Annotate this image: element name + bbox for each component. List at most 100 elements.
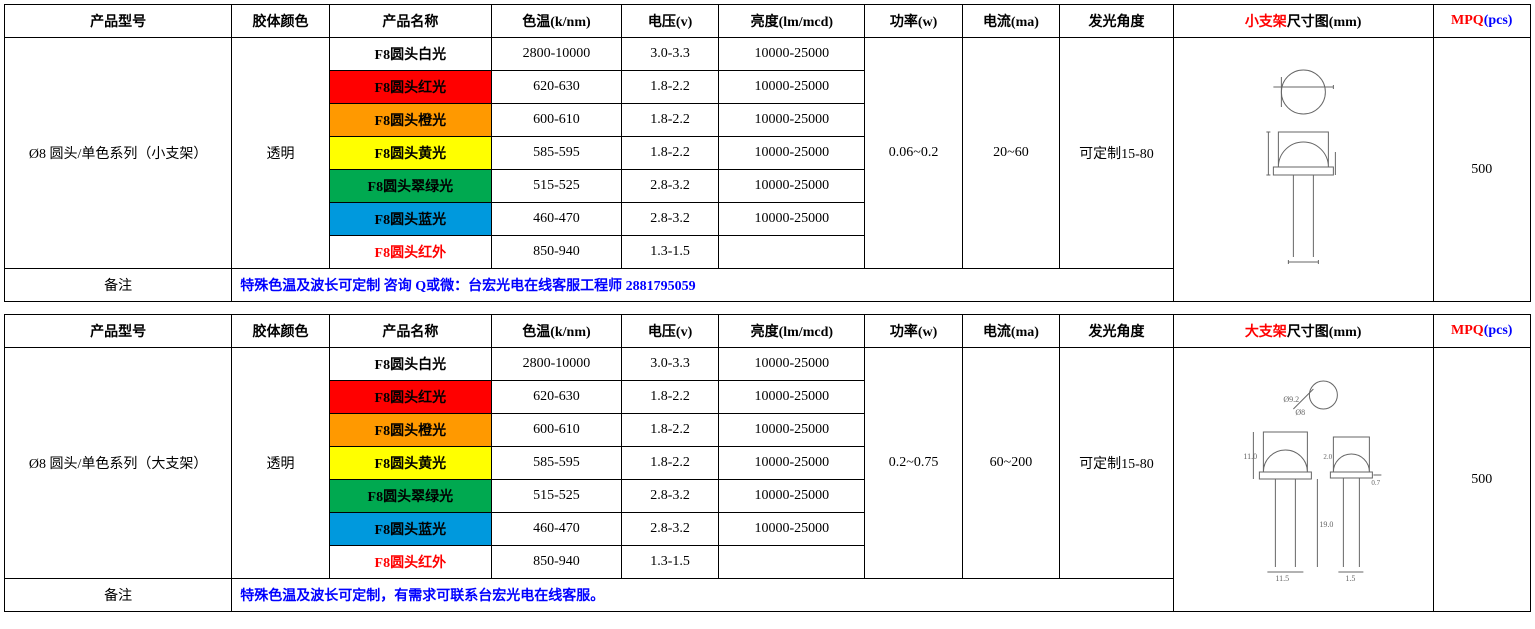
cell-name: F8圆头红光 (329, 381, 491, 414)
cell-name: F8圆头橙光 (329, 414, 491, 447)
h-gel: 胶体颜色 (232, 5, 329, 38)
cell-diagram: Ø9.2 Ø8 11.0 19.0 0.7 2.0 11.5 1.5 (1173, 348, 1433, 612)
cell-v: 1.8-2.2 (621, 381, 718, 414)
h-angle: 发光角度 (1060, 5, 1174, 38)
cell-diagram (1173, 38, 1433, 302)
cell-angle: 可定制15-80 (1060, 38, 1174, 269)
cell-v: 3.0-3.3 (621, 348, 718, 381)
cell-model: Ø8 圆头/单色系列（大支架） (5, 348, 232, 579)
cell-ct: 620-630 (492, 381, 622, 414)
cell-current: 60~200 (962, 348, 1059, 579)
cell-lm: 10000-25000 (719, 447, 865, 480)
svg-text:2.0: 2.0 (1323, 453, 1332, 461)
header-row: 产品型号胶体颜色产品名称色温(k/nm)电压(v)亮度(lm/mcd)功率(w)… (5, 315, 1531, 348)
note-text: 特殊色温及波长可定制，有需求可联系台宏光电在线客服。 (232, 579, 1174, 612)
cell-lm (719, 546, 865, 579)
cell-v: 1.8-2.2 (621, 447, 718, 480)
cell-name: F8圆头红光 (329, 71, 491, 104)
cell-name: F8圆头蓝光 (329, 513, 491, 546)
led-diagram-large: Ø9.2 Ø8 11.0 19.0 0.7 2.0 11.5 1.5 (1176, 367, 1431, 587)
cell-lm: 10000-25000 (719, 137, 865, 170)
cell-angle: 可定制15-80 (1060, 348, 1174, 579)
cell-lm: 10000-25000 (719, 38, 865, 71)
cell-v: 1.8-2.2 (621, 137, 718, 170)
cell-ct: 585-595 (492, 447, 622, 480)
h-ct: 色温(k/nm) (492, 5, 622, 38)
cell-name: F8圆头红外 (329, 546, 491, 579)
h-angle: 发光角度 (1060, 315, 1174, 348)
h-name: 产品名称 (329, 315, 491, 348)
h-mpq: MPQ(pcs) (1433, 5, 1530, 38)
svg-text:1.5: 1.5 (1345, 574, 1355, 583)
cell-gel: 透明 (232, 348, 329, 579)
cell-v: 1.8-2.2 (621, 104, 718, 137)
h-lm: 亮度(lm/mcd) (719, 315, 865, 348)
h-v: 电压(v) (621, 315, 718, 348)
h-name: 产品名称 (329, 5, 491, 38)
cell-ct: 585-595 (492, 137, 622, 170)
cell-model: Ø8 圆头/单色系列（小支架） (5, 38, 232, 269)
note-label: 备注 (5, 269, 232, 302)
cell-v: 1.8-2.2 (621, 414, 718, 447)
h-v: 电压(v) (621, 5, 718, 38)
cell-name: F8圆头黄光 (329, 137, 491, 170)
cell-ct: 600-610 (492, 104, 622, 137)
h-model: 产品型号 (5, 5, 232, 38)
h-ct: 色温(k/nm) (492, 315, 622, 348)
cell-lm: 10000-25000 (719, 414, 865, 447)
cell-ct: 850-940 (492, 546, 622, 579)
cell-v: 1.8-2.2 (621, 71, 718, 104)
cell-name: F8圆头翠绿光 (329, 170, 491, 203)
cell-name: F8圆头橙光 (329, 104, 491, 137)
cell-ct: 515-525 (492, 480, 622, 513)
header-row: 产品型号胶体颜色产品名称色温(k/nm)电压(v)亮度(lm/mcd)功率(w)… (5, 5, 1531, 38)
cell-lm: 10000-25000 (719, 513, 865, 546)
h-power: 功率(w) (865, 315, 962, 348)
h-current: 电流(ma) (962, 5, 1059, 38)
svg-text:Ø9.2: Ø9.2 (1283, 395, 1299, 404)
svg-text:0.7: 0.7 (1371, 479, 1380, 487)
note-text: 特殊色温及波长可定制 咨询 Q或微：台宏光电在线客服工程师 2881795059 (232, 269, 1174, 302)
table-row: Ø8 圆头/单色系列（小支架）透明F8圆头白光2800-100003.0-3.3… (5, 38, 1531, 71)
cell-ct: 2800-10000 (492, 38, 622, 71)
cell-name: F8圆头白光 (329, 38, 491, 71)
h-model: 产品型号 (5, 315, 232, 348)
cell-lm (719, 236, 865, 269)
cell-lm: 10000-25000 (719, 71, 865, 104)
cell-lm: 10000-25000 (719, 348, 865, 381)
svg-text:11.5: 11.5 (1275, 574, 1289, 583)
h-lm: 亮度(lm/mcd) (719, 5, 865, 38)
cell-lm: 10000-25000 (719, 381, 865, 414)
table-row: Ø8 圆头/单色系列（大支架）透明F8圆头白光2800-100003.0-3.3… (5, 348, 1531, 381)
svg-text:Ø8: Ø8 (1295, 408, 1305, 417)
svg-text:19.0: 19.0 (1319, 520, 1333, 529)
cell-lm: 10000-25000 (719, 170, 865, 203)
cell-name: F8圆头白光 (329, 348, 491, 381)
svg-text:11.0: 11.0 (1243, 452, 1257, 461)
h-gel: 胶体颜色 (232, 315, 329, 348)
cell-mpq: 500 (1433, 38, 1530, 302)
cell-gel: 透明 (232, 38, 329, 269)
cell-ct: 2800-10000 (492, 348, 622, 381)
cell-lm: 10000-25000 (719, 203, 865, 236)
cell-name: F8圆头蓝光 (329, 203, 491, 236)
h-mpq: MPQ(pcs) (1433, 315, 1530, 348)
cell-v: 2.8-3.2 (621, 170, 718, 203)
cell-lm: 10000-25000 (719, 104, 865, 137)
note-label: 备注 (5, 579, 232, 612)
cell-v: 3.0-3.3 (621, 38, 718, 71)
h-current: 电流(ma) (962, 315, 1059, 348)
cell-power: 0.2~0.75 (865, 348, 962, 579)
cell-current: 20~60 (962, 38, 1059, 269)
table-spacer (4, 302, 1531, 314)
cell-power: 0.06~0.2 (865, 38, 962, 269)
cell-ct: 460-470 (492, 513, 622, 546)
cell-v: 1.3-1.5 (621, 236, 718, 269)
spec-table-0: 产品型号胶体颜色产品名称色温(k/nm)电压(v)亮度(lm/mcd)功率(w)… (4, 4, 1531, 302)
cell-v: 2.8-3.2 (621, 203, 718, 236)
cell-lm: 10000-25000 (719, 480, 865, 513)
led-diagram-small (1176, 57, 1431, 277)
cell-ct: 600-610 (492, 414, 622, 447)
h-dim: 大支架尺寸图(mm) (1173, 315, 1433, 348)
cell-mpq: 500 (1433, 348, 1530, 612)
